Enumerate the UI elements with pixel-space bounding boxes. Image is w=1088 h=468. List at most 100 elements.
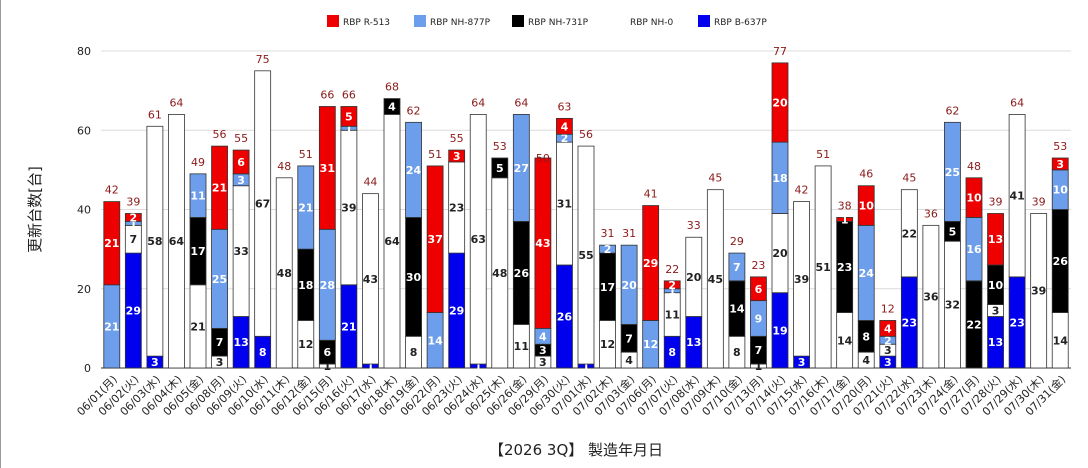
bar-segment <box>663 280 681 290</box>
legend-label: RBP B-637P <box>714 18 767 28</box>
total-label: 44 <box>363 176 377 189</box>
segment-value-label: 13 <box>233 336 248 349</box>
total-label: 33 <box>687 219 701 232</box>
total-label: 66 <box>320 88 334 101</box>
segment-value-label: 22 <box>902 227 917 240</box>
total-label: 49 <box>191 156 205 169</box>
segment-value-label: 10 <box>966 192 982 205</box>
segment-value-label: 7 <box>755 344 763 357</box>
segment-value-label: 21 <box>104 320 119 333</box>
total-label: 31 <box>601 227 615 240</box>
legend-swatch <box>614 15 626 27</box>
segment-value-label: 26 <box>557 310 573 323</box>
segment-value-label: 3 <box>453 150 461 163</box>
bar-segment <box>577 145 595 365</box>
total-label: 62 <box>407 104 421 117</box>
segment-value-label: 25 <box>212 273 227 286</box>
segment-value-label: 43 <box>363 273 378 286</box>
segment-value-label: 6 <box>237 156 245 169</box>
segment-value-label: 39 <box>794 273 809 286</box>
bar-segment <box>469 114 487 365</box>
segment-value-label: 1 <box>324 360 332 373</box>
segment-value-label: 37 <box>427 233 442 246</box>
bar-segment <box>922 224 940 369</box>
total-label: 48 <box>967 160 981 173</box>
segment-value-label: 64 <box>384 235 400 248</box>
segment-value-label: 2 <box>884 334 892 347</box>
segment-value-label: 2 <box>604 243 612 256</box>
segment-value-label: 26 <box>514 267 530 280</box>
segment-value-label: 10 <box>859 200 875 213</box>
bar-segment <box>987 213 1004 266</box>
total-label: 55 <box>234 132 248 145</box>
segment-value-label: 12 <box>643 338 658 351</box>
segment-value-label: 51 <box>815 261 830 274</box>
bar-segment <box>512 114 530 222</box>
bar-segment <box>728 252 746 282</box>
segment-value-label: 32 <box>945 299 960 312</box>
segment-value-label: 23 <box>902 316 917 329</box>
total-label: 75 <box>256 53 270 66</box>
segment-value-label: 6 <box>755 283 763 296</box>
total-label: 38 <box>838 199 852 212</box>
bar-segment <box>426 165 444 313</box>
segment-value-label: 55 <box>578 249 593 262</box>
bar-segment <box>405 121 422 218</box>
bar-segment <box>124 213 142 222</box>
segment-value-label: 29 <box>126 305 141 318</box>
total-label: 50 <box>536 152 550 165</box>
segment-value-label: 11 <box>190 190 205 203</box>
segment-value-label: 3 <box>1056 158 1064 171</box>
total-label: 23 <box>751 259 765 272</box>
segment-value-label: 20 <box>772 247 788 260</box>
segment-value-label: 9 <box>755 312 763 325</box>
segment-value-label: 7 <box>733 261 741 274</box>
segment-value-label: 7 <box>216 336 224 349</box>
segment-value-label: 14 <box>427 334 443 347</box>
x-axis-title: 【2026 3Q】 製造年月日 <box>489 441 663 459</box>
legend-swatch <box>414 15 426 27</box>
segment-value-label: 8 <box>259 346 267 359</box>
total-label: 66 <box>342 88 356 101</box>
segment-value-label: 4 <box>388 100 396 113</box>
segment-value-label: 17 <box>600 281 615 294</box>
segment-value-label: 4 <box>561 120 569 133</box>
bar-segment <box>556 117 573 135</box>
bar-segment <box>771 62 789 143</box>
segment-value-label: 1 <box>474 360 482 373</box>
segment-value-label: 4 <box>539 330 547 343</box>
legend-swatch <box>512 15 524 27</box>
segment-value-label: 3 <box>216 356 224 369</box>
bar-segment <box>836 217 854 222</box>
segment-value-label: 3 <box>539 344 547 357</box>
total-label: 36 <box>924 207 938 220</box>
segment-value-label: 8 <box>733 346 741 359</box>
bar-segment <box>297 165 315 250</box>
bar-segment <box>1008 114 1026 278</box>
bar-segment <box>448 149 466 163</box>
segment-value-label: 12 <box>600 338 615 351</box>
y-tick-label: 60 <box>77 124 91 137</box>
segment-value-label: 29 <box>449 305 464 318</box>
legend-label: RBP NH-731P <box>528 18 589 28</box>
segment-value-label: 16 <box>966 243 982 256</box>
segment-value-label: 19 <box>772 324 787 337</box>
segment-value-label: 12 <box>298 338 313 351</box>
segment-value-label: 6 <box>324 346 332 359</box>
total-label: 56 <box>213 128 227 141</box>
bar-segment <box>706 189 724 369</box>
segment-value-label: 4 <box>862 354 870 367</box>
bar-segment <box>620 244 638 325</box>
total-label: 61 <box>148 108 162 121</box>
segment-value-label: 11 <box>665 309 680 322</box>
total-label: 64 <box>169 96 183 109</box>
segment-value-label: 21 <box>190 320 205 333</box>
bar-segment <box>1030 213 1048 369</box>
segment-value-label: 20 <box>686 271 702 284</box>
bar-segment <box>146 125 164 357</box>
segment-value-label: 17 <box>190 245 205 258</box>
bar-segment <box>750 276 767 302</box>
total-label: 45 <box>902 172 916 185</box>
total-label: 64 <box>471 96 485 109</box>
